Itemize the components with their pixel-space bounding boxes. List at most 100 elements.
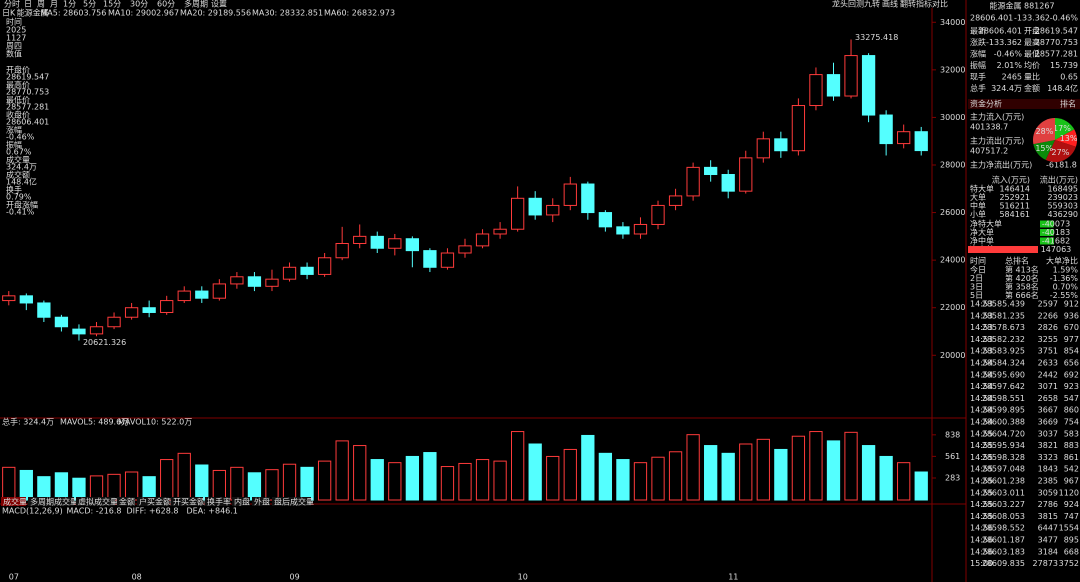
toolbar-button[interactable]: 周 [37, 0, 45, 9]
toolbar-button[interactable]: 60分 [157, 0, 175, 9]
indicator-tab[interactable]: 内盘 [234, 497, 250, 507]
volume-bar [89, 475, 104, 501]
table-value: 146414 [999, 185, 1030, 194]
quote-label: 涨幅 [970, 49, 986, 59]
volume-bar [791, 435, 806, 501]
indicator-tab[interactable]: 换手率 [207, 497, 231, 507]
volume-legend: MAVOL5: 489.6万 [60, 418, 129, 427]
ma-legend: 日K [2, 9, 16, 18]
quote-value: 0.65 [1060, 73, 1078, 82]
toolbar-button[interactable]: 九转 [864, 0, 880, 9]
trade-count: 967 [1064, 477, 1079, 486]
rank-value: 第 358名 [1005, 282, 1039, 292]
indicator-tab[interactable]: 盘后成交量 [274, 497, 314, 507]
tab-bg [1, 497, 26, 506]
volume-bar [546, 455, 560, 501]
volume-bar [879, 455, 893, 501]
toolbar-button[interactable]: 月 [50, 0, 58, 9]
ma-legend: MA10: 29002.967 [108, 9, 179, 18]
candle-body [124, 307, 139, 318]
trade-time: 14:53 [970, 347, 993, 356]
candle-body [2, 295, 16, 302]
volume-bar [686, 434, 700, 501]
volume-bar [195, 464, 209, 501]
candle-body [704, 166, 718, 176]
volume-bar [581, 434, 595, 501]
candle-body [633, 223, 648, 235]
rank-value: -1.36% [1050, 274, 1079, 283]
candle-body [598, 212, 613, 228]
candle-body [668, 195, 683, 206]
volume-bar [633, 462, 648, 501]
toolbar-button[interactable]: 龙头回测 [832, 0, 864, 9]
toolbar-button[interactable]: 1分 [63, 0, 76, 9]
info-label: 时间 [6, 17, 22, 27]
trade-volume: 6447 [1038, 524, 1058, 533]
candle-body [897, 131, 911, 145]
macd-label: MACD(12,26,9) [2, 507, 63, 516]
quote-value: 2.01% [997, 61, 1023, 70]
trade-price: 28600.388 [982, 418, 1025, 427]
candle-body [388, 238, 402, 249]
panel-tab[interactable]: 排名 [1060, 99, 1076, 109]
flow-label: 主力流入(万元) [970, 112, 1024, 122]
trade-count: 924 [1064, 500, 1079, 509]
volume-bar [2, 466, 16, 501]
volume-bar [475, 459, 490, 501]
volume-bar [160, 459, 174, 501]
table-header: 流出(万元) [1040, 175, 1078, 185]
toolbar-button[interactable]: 15分 [103, 0, 121, 9]
candle-body [686, 166, 700, 197]
volume-bar [54, 472, 69, 501]
trade-time: 14:55 [970, 512, 993, 521]
quote-label: 最低 [1024, 49, 1040, 59]
trade-count: 860 [1064, 406, 1079, 415]
trade-price: 28598.328 [982, 453, 1025, 462]
volume-legend: MAVOL10: 522.0万 [118, 418, 192, 427]
flow-value: -6181.8 [1046, 161, 1077, 170]
trade-count: 923 [1064, 382, 1079, 391]
volume-bar [19, 469, 33, 501]
trade-volume: 3477 [1038, 536, 1058, 545]
indicator-tab[interactable]: 户买金额 [139, 497, 171, 507]
candle-body [370, 235, 384, 249]
toolbar-button[interactable]: 5分 [83, 0, 96, 9]
indicator-tab[interactable]: 外盘 [254, 497, 270, 507]
candle-body [563, 183, 577, 206]
indicator-tab[interactable]: 开买金额 [173, 497, 205, 507]
indicator-tab[interactable]: 金额 [119, 497, 135, 507]
indicator-tab[interactable]: 多周期成交量 [30, 497, 78, 507]
change-pct: -0.46% [1050, 14, 1079, 23]
table-value: 168495 [1047, 185, 1078, 194]
toolbar-button[interactable]: 分时 [4, 0, 20, 9]
indicator-tab[interactable]: 虚拟成交量 [78, 497, 118, 507]
info-value: -0.46% [6, 133, 35, 142]
trade-time: 14:55 [970, 441, 993, 450]
toolbar-button[interactable]: 日 [24, 0, 32, 9]
info-label: 数值 [6, 49, 22, 59]
toolbar-button[interactable]: 翻转指标 [900, 0, 932, 9]
toolbar-button[interactable]: 对比 [932, 0, 948, 9]
trade-volume: 2597 [1038, 300, 1058, 309]
trade-volume: 2385 [1038, 477, 1058, 486]
quote-label: 涨跌 [970, 37, 986, 47]
trade-time: 14:54 [970, 394, 993, 403]
volume-bar [861, 445, 876, 501]
candle-body [19, 295, 33, 304]
rank-header: 大单净比 [1046, 256, 1078, 266]
x-tick-label: 07 [9, 573, 19, 582]
panel-tab[interactable]: 资金分析 [970, 99, 1002, 109]
tab-bg [137, 497, 169, 506]
y-tick-label: 561 [945, 452, 960, 461]
toolbar-button[interactable]: 多周期 [184, 0, 208, 9]
indicator-tab[interactable]: 成交量 [3, 497, 27, 507]
toolbar-button[interactable]: 设置 [211, 0, 227, 9]
toolbar-button[interactable]: 30分 [130, 0, 148, 9]
candle-body [423, 250, 437, 268]
trade-time: 14:55 [970, 453, 993, 462]
volume-bar [914, 471, 928, 501]
trade-price: 28601.187 [982, 536, 1025, 545]
toolbar-button[interactable]: 画线 [882, 0, 898, 9]
